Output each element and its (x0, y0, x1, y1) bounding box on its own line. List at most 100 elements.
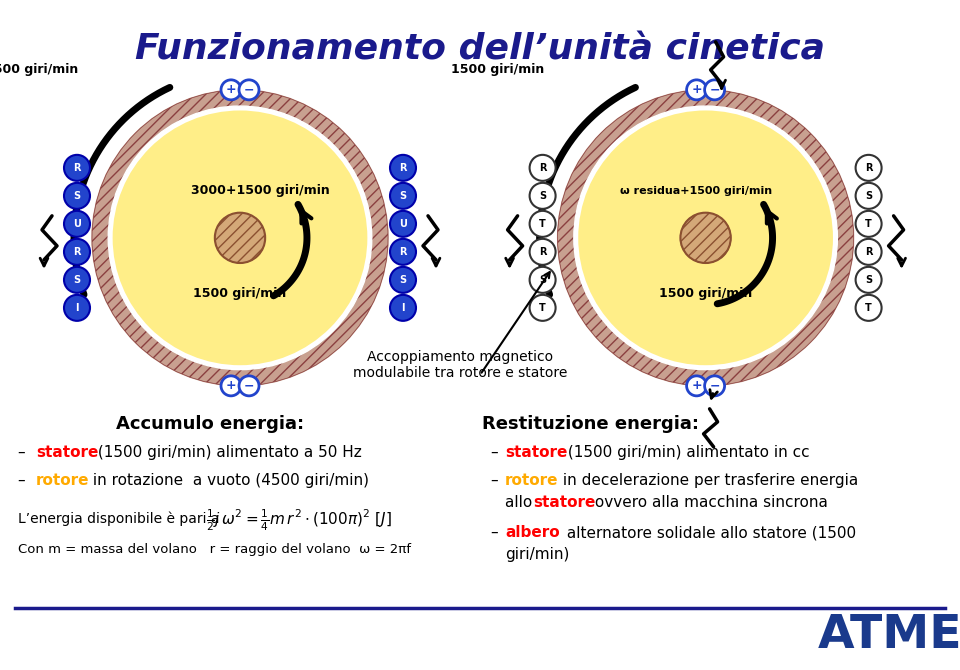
Text: S: S (399, 275, 407, 285)
Text: R: R (73, 247, 81, 257)
Text: 1500 giri/min: 1500 giri/min (193, 287, 287, 300)
Text: (1500 giri/min) alimentato in cc: (1500 giri/min) alimentato in cc (563, 445, 809, 460)
Text: ovvero alla macchina sincrona: ovvero alla macchina sincrona (590, 495, 828, 510)
Text: Accumulo energia:: Accumulo energia: (116, 415, 304, 433)
Text: ω residua+1500 giri/min: ω residua+1500 giri/min (619, 186, 772, 196)
Circle shape (64, 267, 90, 293)
Text: allo: allo (505, 495, 538, 510)
Text: albero: albero (505, 525, 560, 540)
Text: T: T (865, 219, 872, 229)
Circle shape (108, 106, 372, 370)
Circle shape (705, 80, 725, 100)
Text: 1500 giri/min: 1500 giri/min (0, 64, 79, 76)
Text: R: R (865, 163, 873, 173)
Circle shape (530, 211, 556, 237)
Circle shape (239, 376, 259, 396)
Circle shape (111, 109, 369, 366)
Circle shape (855, 211, 881, 237)
Text: statore: statore (36, 445, 98, 460)
Text: −: − (709, 379, 720, 393)
Text: −: − (709, 83, 720, 96)
Text: S: S (399, 191, 407, 201)
Circle shape (530, 239, 556, 265)
Circle shape (92, 90, 388, 386)
Circle shape (855, 183, 881, 209)
Circle shape (390, 295, 416, 321)
Circle shape (390, 155, 416, 181)
Text: R: R (73, 163, 81, 173)
Text: R: R (865, 247, 873, 257)
Text: Funzionamento dell’unità cinetica: Funzionamento dell’unità cinetica (135, 32, 825, 66)
Text: –: – (490, 445, 497, 460)
Text: rotore: rotore (505, 473, 559, 488)
Text: in rotazione  a vuoto (4500 giri/min): in rotazione a vuoto (4500 giri/min) (88, 473, 369, 488)
Text: 1500 giri/min: 1500 giri/min (659, 287, 753, 300)
Circle shape (686, 376, 707, 396)
Circle shape (239, 80, 259, 100)
Circle shape (390, 211, 416, 237)
Text: statore: statore (533, 495, 595, 510)
Text: U: U (399, 219, 407, 229)
Text: R: R (539, 247, 546, 257)
Circle shape (64, 211, 90, 237)
Text: Con m = massa del volano   r = raggio del volano  ω = 2πf: Con m = massa del volano r = raggio del … (18, 543, 411, 556)
Text: −: − (244, 379, 254, 393)
Circle shape (686, 80, 707, 100)
Text: –: – (18, 445, 31, 460)
Text: ATME: ATME (818, 614, 960, 659)
Circle shape (855, 239, 881, 265)
Text: +: + (226, 83, 236, 96)
Text: L’energia disponibile è pari a: L’energia disponibile è pari a (18, 511, 224, 525)
Text: giri/min): giri/min) (505, 547, 569, 562)
Text: –: – (490, 473, 497, 488)
Circle shape (705, 376, 725, 396)
Text: T: T (865, 303, 872, 313)
Text: R: R (539, 163, 546, 173)
Text: +: + (691, 83, 702, 96)
Text: –: – (490, 525, 497, 540)
Text: S: S (539, 191, 546, 201)
Circle shape (681, 212, 731, 263)
Text: alternatore solidale allo statore (1500: alternatore solidale allo statore (1500 (562, 525, 856, 540)
Text: S: S (865, 275, 873, 285)
Circle shape (390, 183, 416, 209)
Text: S: S (539, 275, 546, 285)
Text: T: T (540, 303, 546, 313)
Circle shape (215, 212, 265, 263)
Text: R: R (399, 247, 407, 257)
Circle shape (530, 267, 556, 293)
Text: statore: statore (505, 445, 567, 460)
Text: U: U (73, 219, 81, 229)
Circle shape (574, 106, 837, 370)
Circle shape (64, 183, 90, 209)
Text: S: S (865, 191, 873, 201)
Circle shape (558, 90, 853, 386)
Circle shape (390, 267, 416, 293)
Text: S: S (73, 191, 81, 201)
Circle shape (855, 295, 881, 321)
Circle shape (530, 295, 556, 321)
Circle shape (221, 80, 241, 100)
Circle shape (530, 155, 556, 181)
Circle shape (64, 295, 90, 321)
Circle shape (530, 183, 556, 209)
Text: rotore: rotore (36, 473, 89, 488)
Text: T: T (540, 219, 546, 229)
Circle shape (221, 376, 241, 396)
Text: I: I (75, 303, 79, 313)
Text: 1500 giri/min: 1500 giri/min (451, 64, 544, 76)
Text: in decelerazione per trasferire energia: in decelerazione per trasferire energia (558, 473, 858, 488)
Text: R: R (399, 163, 407, 173)
Circle shape (64, 155, 90, 181)
Circle shape (577, 109, 834, 366)
Text: Restituzione energia:: Restituzione energia: (482, 415, 699, 433)
Text: (1500 giri/min) alimentato a 50 Hz: (1500 giri/min) alimentato a 50 Hz (93, 445, 362, 460)
Text: I: I (401, 303, 405, 313)
Text: –: – (18, 473, 31, 488)
Circle shape (64, 239, 90, 265)
Text: 3000+1500 giri/min: 3000+1500 giri/min (191, 184, 329, 197)
Circle shape (855, 155, 881, 181)
Text: +: + (226, 379, 236, 393)
Text: Accoppiamento magnetico
modulabile tra rotore e statore: Accoppiamento magnetico modulabile tra r… (353, 350, 567, 380)
Text: $\frac{1}{2}j\,\omega^2=\frac{1}{4}m\,r^2\cdot(100\pi)^2\ [J]$: $\frac{1}{2}j\,\omega^2=\frac{1}{4}m\,r^… (206, 507, 392, 533)
